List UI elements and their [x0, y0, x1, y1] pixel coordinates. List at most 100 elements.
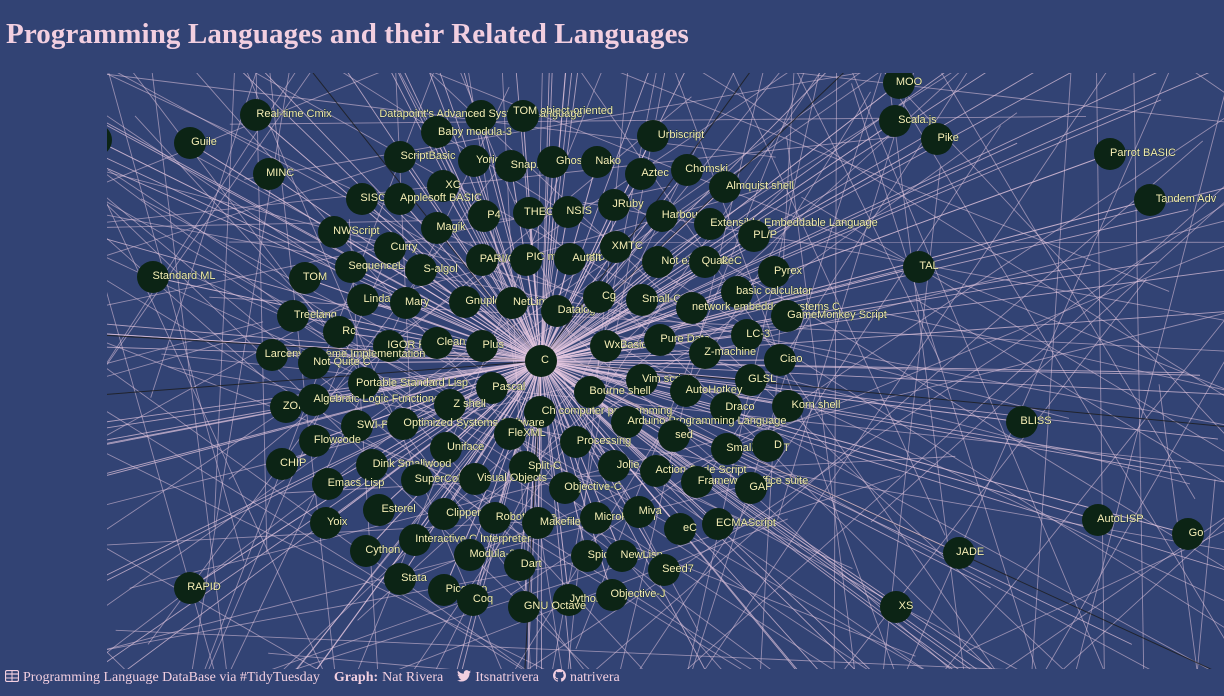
graph-node-circle[interactable] [541, 295, 573, 327]
network-graph[interactable]: C Real-time Cmix Guile MINC Standard ML RAPID… [107, 73, 1224, 669]
graph-node-circle[interactable] [735, 472, 767, 504]
graph-node-circle[interactable] [600, 231, 632, 263]
graph-node[interactable]: ScriptBasic [384, 141, 456, 173]
graph-node-circle[interactable] [646, 200, 678, 232]
graph-node-circle[interactable] [363, 494, 395, 526]
graph-node-circle[interactable] [525, 345, 557, 377]
twitter-icon[interactable] [457, 669, 472, 687]
graph-node-circle[interactable] [310, 507, 342, 539]
graph-node-circle[interactable] [341, 410, 373, 442]
graph-node[interactable]: WxBasic [590, 330, 648, 362]
graph-node[interactable]: P4 [468, 200, 501, 232]
graph-node-circle[interactable] [553, 584, 585, 616]
graph-node[interactable]: Real-time Cmix [240, 99, 332, 131]
graph-node[interactable]: Applesoft BASIC [384, 183, 482, 215]
graph-node-circle[interactable] [240, 99, 272, 131]
graph-node-circle[interactable] [642, 246, 674, 278]
graph-node-circle[interactable] [879, 105, 911, 137]
graph-node-circle[interactable] [735, 364, 767, 396]
graph-node[interactable]: Z-machine [689, 337, 756, 369]
graph-node[interactable]: NetLinx [496, 287, 551, 319]
graph-node[interactable]: Go [1172, 518, 1204, 550]
graph-node[interactable]: JRuby [598, 189, 644, 221]
graph-node[interactable]: Esterel [363, 494, 416, 526]
graph-node-circle[interactable] [606, 540, 638, 572]
graph-node-circle[interactable] [270, 391, 302, 423]
graph-node[interactable]: XMTC [600, 231, 643, 263]
graph-node-circle[interactable] [356, 449, 388, 481]
graph-node[interactable]: k [107, 124, 112, 156]
graph-node[interactable]: Rc [323, 316, 357, 348]
graph-node-circle[interactable] [640, 455, 672, 487]
graph-node[interactable]: Modula-3 [454, 539, 516, 571]
graph-node[interactable]: Draco [710, 392, 755, 424]
graph-node-circle[interactable] [390, 287, 422, 319]
graph-node-circle[interactable] [384, 183, 416, 215]
graph-node[interactable]: SISC [346, 183, 386, 215]
graph-node[interactable]: Chomski [671, 154, 728, 186]
graph-node-circle[interactable] [384, 563, 416, 595]
graph-node[interactable]: Yoix [310, 507, 348, 539]
graph-node-circle[interactable] [434, 389, 466, 421]
graph-node-circle[interactable] [347, 284, 379, 316]
graph-node[interactable]: Jolie [598, 450, 640, 482]
graph-node[interactable]: Standard ML [137, 261, 216, 293]
graph-node[interactable]: Cg [583, 281, 616, 313]
footer-twitter-handle[interactable]: Itsnatrivera [475, 670, 539, 685]
graph-node[interactable]: FleXML [494, 418, 546, 450]
graph-node-circle[interactable] [466, 244, 498, 276]
graph-node[interactable]: NWScript [318, 216, 380, 248]
graph-node[interactable]: Pike [921, 123, 959, 155]
graph-node-circle[interactable] [1134, 184, 1166, 216]
graph-node[interactable]: Clipper [428, 498, 482, 530]
graph-node-circle[interactable] [509, 451, 541, 483]
graph-node[interactable]: Urbiscript [637, 120, 705, 152]
graph-node-circle[interactable] [323, 316, 355, 348]
graph-node[interactable]: Z shell [434, 389, 486, 421]
graph-node[interactable]: Small-C [626, 284, 682, 316]
graph-node[interactable]: BLISS [1006, 406, 1052, 438]
graph-node[interactable]: Pyrex [758, 256, 803, 288]
graph-node[interactable]: MOO [883, 73, 923, 99]
graph-node-circle[interactable] [1082, 504, 1114, 536]
graph-node[interactable]: JADE [943, 537, 985, 569]
graph-node[interactable]: GNU Octave [508, 591, 586, 623]
graph-node-circle[interactable] [637, 120, 669, 152]
graph-node[interactable]: Tandem Adv [1134, 184, 1217, 216]
graph-node[interactable]: Objective-J [596, 579, 666, 611]
graph-node[interactable]: Processing [560, 426, 632, 458]
graph-node-circle[interactable] [598, 189, 630, 221]
graph-node[interactable]: NewLisp [606, 540, 663, 572]
graph-node-circle[interactable] [752, 430, 784, 462]
graph-node-circle[interactable] [421, 212, 453, 244]
graph-node[interactable]: Gnuplot [449, 286, 504, 318]
graph-node-circle[interactable] [298, 384, 330, 416]
graph-node[interactable]: ECMAScript [702, 508, 776, 540]
graph-node[interactable]: XC [427, 170, 461, 202]
graph-node-circle[interactable] [454, 539, 486, 571]
graph-node[interactable]: GLSL [735, 364, 777, 396]
graph-node[interactable]: RAPID [174, 572, 221, 604]
graph-node-circle[interactable] [580, 502, 612, 534]
graph-node[interactable]: Objective-C [549, 472, 622, 504]
graph-node-circle[interactable] [504, 549, 536, 581]
graph-node[interactable]: Makefile [522, 507, 581, 539]
graph-node-circle[interactable] [507, 100, 539, 132]
graph-node-circle[interactable] [549, 472, 581, 504]
graph-node-circle[interactable] [405, 254, 437, 286]
graph-node-circle[interactable] [689, 337, 721, 369]
graph-node-circle[interactable] [457, 584, 489, 616]
graph-node-circle[interactable] [689, 246, 721, 278]
graph-node[interactable]: C [525, 345, 557, 377]
graph-node-circle[interactable] [644, 324, 676, 356]
graph-node[interactable]: Almquist shell [709, 171, 794, 203]
graph-node-circle[interactable] [670, 375, 702, 407]
graph-node-circle[interactable] [373, 330, 405, 362]
graph-node-circle[interactable] [658, 420, 690, 452]
graph-node-circle[interactable] [731, 319, 763, 351]
graph-node-circle[interactable] [552, 196, 584, 228]
graph-node-circle[interactable] [524, 396, 556, 428]
graph-node-circle[interactable] [598, 450, 630, 482]
graph-node-circle[interactable] [921, 123, 953, 155]
graph-node[interactable]: Dart [504, 549, 542, 581]
